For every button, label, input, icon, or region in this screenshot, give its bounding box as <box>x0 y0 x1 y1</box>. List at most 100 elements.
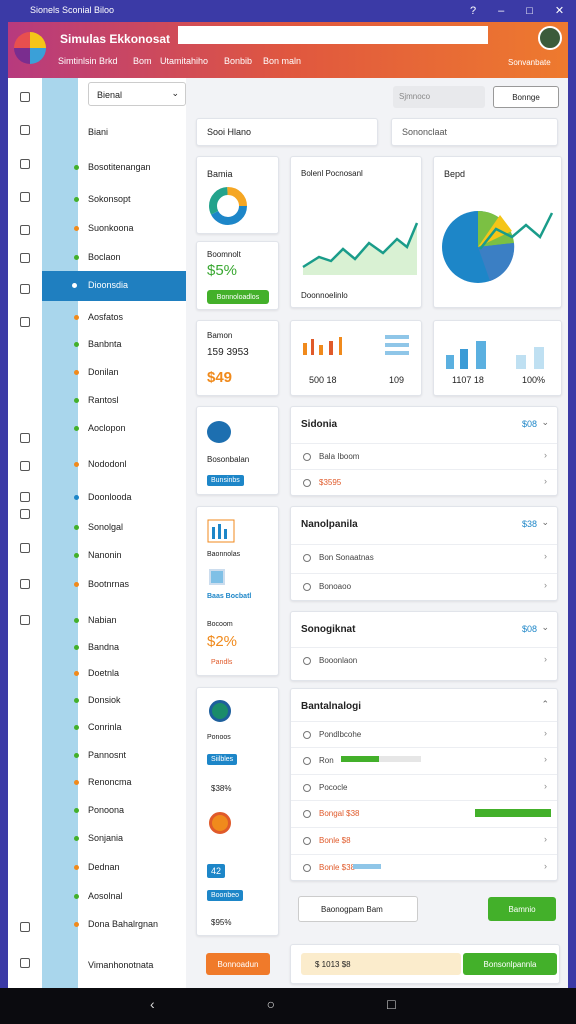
profile-chip[interactable]: Bunsinbs <box>207 475 244 486</box>
rail-icon[interactable] <box>20 433 30 443</box>
rail-icon[interactable] <box>20 492 30 502</box>
rail-icon[interactable] <box>20 92 30 102</box>
filter-select[interactable]: Sononclaat <box>391 118 558 146</box>
rail-icon[interactable] <box>20 225 30 235</box>
section-row[interactable]: Bala Iboom › <box>291 443 557 469</box>
sidebar-item[interactable]: Nododonl <box>88 459 127 469</box>
people-chip[interactable]: Boonbeo <box>207 890 244 901</box>
sidebar-item[interactable]: Aosfatos <box>88 312 124 322</box>
report-icon <box>207 519 235 543</box>
people-chip[interactable]: 42 <box>207 864 226 878</box>
sidebar-item[interactable]: Bosotitenangan <box>88 162 151 172</box>
sidebar-item[interactable]: Sonjania <box>88 833 124 843</box>
sidebar-item[interactable]: Sokonsopt <box>88 194 131 204</box>
rail-icon[interactable] <box>20 543 30 553</box>
rail-icon[interactable] <box>20 253 30 263</box>
sidebar-item[interactable]: Doonlooda <box>88 492 132 502</box>
sidebar-item[interactable]: Bandna <box>88 642 120 652</box>
card-title: Bamia <box>207 169 233 179</box>
header: Simulas Ekkonosat Simtinlsin Brkd Bom Ut… <box>8 22 568 78</box>
section-badge[interactable]: $08 <box>521 624 537 634</box>
row-icon <box>303 837 311 845</box>
section-row[interactable]: Bonle $8 › <box>291 827 557 853</box>
nav-link[interactable]: Bom <box>133 56 152 66</box>
rail-icon[interactable] <box>20 192 30 202</box>
nav-link[interactable]: Simtinlsin Brkd <box>58 56 118 66</box>
sidebar-item[interactable]: Nabian <box>88 615 117 625</box>
row-chevron: › <box>544 551 547 561</box>
rail-icon[interactable] <box>20 284 30 294</box>
window-controls[interactable]: ?–□✕ <box>470 5 576 17</box>
sidebar-item[interactable]: Aosolnal <box>88 891 123 901</box>
row-icon <box>303 784 311 792</box>
sidebar-item[interactable]: Dona Bahalrgnan <box>88 919 159 929</box>
nav-link[interactable]: Bon maln <box>263 56 302 66</box>
rail-icon[interactable] <box>20 509 30 519</box>
row-chevron: › <box>544 861 547 871</box>
toolbar-button[interactable]: Bonnge <box>493 86 559 108</box>
sidebar-item[interactable]: Aoclopon <box>88 423 126 433</box>
sidebar-item[interactable]: Dioonsdia <box>88 280 129 290</box>
section-badge[interactable]: $08 <box>521 419 537 429</box>
sidebar-dot <box>74 462 79 467</box>
footer-left-button[interactable]: Bonnoadun <box>206 953 270 975</box>
section-badge[interactable]: $38 <box>521 519 537 529</box>
rail-icon[interactable] <box>20 579 30 589</box>
search[interactable]: Sjmnoco <box>393 86 485 108</box>
section-row[interactable]: $3595 › <box>291 469 557 495</box>
sidebar-item[interactable]: Renoncma <box>88 777 132 787</box>
sidebar-item[interactable]: Bootnrnas <box>88 579 130 589</box>
rail-icon[interactable] <box>20 125 30 135</box>
status-button[interactable]: Bonsonlpannla <box>463 953 557 975</box>
sidebar-item[interactable]: Conrinla <box>88 722 122 732</box>
sidebar-item[interactable]: Dednan <box>88 862 120 872</box>
bars-card: 500 18 109 <box>290 320 422 396</box>
rail-icon[interactable] <box>20 615 30 625</box>
progress <box>341 756 421 762</box>
section-row[interactable]: Pondlbcohe › <box>291 721 557 747</box>
rail-icon[interactable] <box>20 922 30 932</box>
sidebar-item[interactable]: Doetnla <box>88 668 120 678</box>
rail-icon[interactable] <box>20 317 30 327</box>
chevron: ⌃ <box>541 699 549 709</box>
avatar[interactable] <box>538 26 562 50</box>
section-row[interactable]: Booonlaon › <box>291 647 557 673</box>
sidebar-item[interactable]: Donilan <box>88 367 119 377</box>
people-chip[interactable]: Siilbles <box>207 754 238 765</box>
section-row[interactable]: Bon Sonaatnas › <box>291 544 557 570</box>
rail-icon[interactable] <box>20 958 30 968</box>
section-row[interactable]: Bonle $38 › <box>291 854 557 880</box>
bars-left: 500 18 <box>309 375 337 385</box>
footer-select[interactable]: Baonogpam Bam <box>298 896 418 922</box>
sidebar-item[interactable]: Biani <box>88 127 109 137</box>
nav-link[interactable]: Bonbib <box>224 56 253 66</box>
sidebar-item[interactable]: Boclaon <box>88 252 121 262</box>
account[interactable]: Sonvanbate <box>508 58 551 67</box>
sidebar-item[interactable]: Sonolgal <box>88 522 124 532</box>
footer-button[interactable]: Bamnio <box>488 897 556 921</box>
row-text: Bon Sonaatnas <box>319 553 374 562</box>
report-link[interactable]: Baas Bocbatl <box>207 593 252 600</box>
donut <box>209 187 247 225</box>
header-search[interactable] <box>178 26 488 44</box>
nav-link[interactable]: Utamitahiho <box>160 56 209 66</box>
section-row[interactable]: Ron › <box>291 747 557 773</box>
sidebar-item[interactable]: Nanonin <box>88 550 122 560</box>
sidebar-item[interactable]: Rantosl <box>88 395 119 405</box>
sidebar-item[interactable]: Banbnta <box>88 339 122 349</box>
sidebar-item[interactable]: Donsiok <box>88 695 121 705</box>
sidebar-item[interactable]: Vimanhonotnata <box>88 960 154 970</box>
sidebar-select[interactable]: Bienal ⌄ <box>88 82 186 106</box>
sidebar-item[interactable]: Ponoona <box>88 805 125 815</box>
rail-icon[interactable] <box>20 159 30 169</box>
section-row[interactable]: Bonoaoo › <box>291 573 557 599</box>
sidebar-item[interactable]: Pannosnt <box>88 750 127 760</box>
rail-icon[interactable] <box>20 461 30 471</box>
filter-input[interactable]: Sooi Hlano <box>196 118 378 146</box>
section-row[interactable]: Pococle › <box>291 774 557 800</box>
search-text: Sjmnoco <box>399 92 431 101</box>
sidebar-item[interactable]: Suonkoona <box>88 223 134 233</box>
card-title: Bolenl Pocnosanl <box>301 169 363 178</box>
nav-buttons[interactable]: ‹○□ <box>150 996 508 1012</box>
kpi-button[interactable]: Bonnoloadlos <box>207 290 269 304</box>
